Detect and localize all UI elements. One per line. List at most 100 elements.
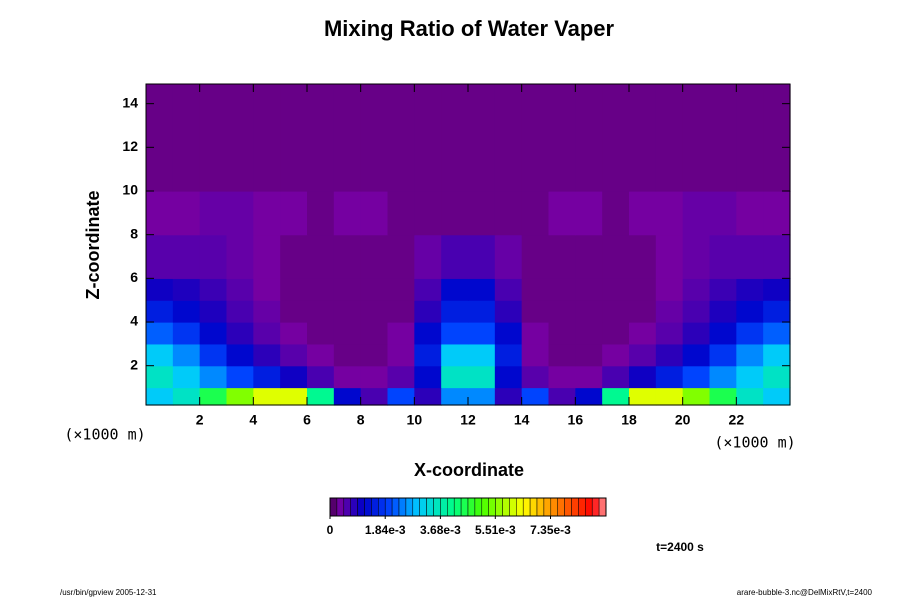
heatmap-cell bbox=[360, 234, 389, 279]
heatmap-cell bbox=[172, 84, 201, 192]
heatmap-cell bbox=[682, 234, 711, 279]
heatmap-cell bbox=[387, 84, 415, 192]
heatmap-cell bbox=[602, 365, 630, 389]
colorbar-segment bbox=[481, 497, 489, 517]
heatmap-cell bbox=[441, 343, 469, 367]
heatmap-cell bbox=[253, 191, 281, 236]
heatmap-cell bbox=[280, 365, 308, 389]
colorbar-segment bbox=[357, 497, 365, 517]
x-tick-label: 10 bbox=[407, 412, 423, 428]
colorbar-segment bbox=[578, 497, 586, 517]
heatmap-cell bbox=[280, 278, 308, 301]
heatmap-cell bbox=[441, 84, 469, 192]
heatmap-cell bbox=[360, 322, 389, 345]
heatmap-cell bbox=[655, 300, 684, 323]
y-tick-label: 2 bbox=[130, 356, 138, 372]
heatmap-cell bbox=[414, 234, 442, 279]
heatmap-cell bbox=[629, 278, 657, 301]
heatmap-cell bbox=[360, 300, 389, 323]
heatmap-cell bbox=[146, 343, 174, 367]
heatmap-cell bbox=[548, 234, 576, 279]
heatmap-cell bbox=[521, 191, 550, 236]
heatmap-cell bbox=[387, 322, 415, 345]
colorbar-segment bbox=[598, 497, 607, 517]
heatmap-cell bbox=[494, 343, 523, 367]
heatmap-cell bbox=[575, 234, 603, 279]
heatmap-cell bbox=[280, 84, 308, 192]
heatmap-cell bbox=[307, 191, 335, 236]
heatmap-cell bbox=[494, 191, 523, 236]
heatmap-cell bbox=[575, 387, 603, 406]
chart-title: Mixing Ratio of Water Vaper bbox=[324, 16, 615, 41]
heatmap-cell bbox=[333, 365, 362, 389]
heatmap-cell bbox=[575, 365, 603, 389]
heatmap-cell bbox=[280, 234, 308, 279]
heatmap-cell bbox=[146, 234, 174, 279]
colorbar-segment bbox=[502, 497, 510, 517]
heatmap-cell bbox=[736, 300, 764, 323]
heatmap-cell bbox=[655, 322, 684, 345]
heatmap-cell bbox=[521, 234, 550, 279]
colorbar-segment bbox=[591, 497, 600, 517]
colorbar-segment bbox=[329, 497, 338, 517]
heatmap-cell bbox=[387, 234, 415, 279]
heatmap-cell bbox=[387, 387, 415, 406]
heatmap-cell bbox=[253, 343, 281, 367]
heatmap-cell bbox=[709, 84, 737, 192]
y-tick-label: 4 bbox=[130, 313, 138, 329]
heatmap-cell bbox=[682, 365, 711, 389]
heatmap-cell bbox=[494, 234, 523, 279]
heatmap-cell bbox=[763, 191, 791, 236]
heatmap-cell bbox=[414, 278, 442, 301]
x-tick-label: 4 bbox=[249, 412, 257, 428]
heatmap-cell bbox=[226, 234, 254, 279]
heatmap-cell bbox=[414, 343, 442, 367]
heatmap-cell bbox=[441, 191, 469, 236]
heatmap-cell bbox=[468, 84, 496, 192]
heatmap-cell bbox=[521, 343, 550, 367]
heatmap-cell bbox=[199, 300, 228, 323]
y-tick-label: 8 bbox=[130, 225, 138, 241]
heatmap-cell bbox=[521, 387, 550, 406]
heatmap-cell bbox=[548, 322, 576, 345]
heatmap-cell bbox=[199, 343, 228, 367]
heatmap-cell bbox=[655, 84, 684, 192]
heatmap-cell bbox=[307, 300, 335, 323]
heatmap-cell bbox=[629, 300, 657, 323]
colorbar-segment bbox=[378, 497, 386, 517]
heatmap-cell bbox=[253, 300, 281, 323]
heatmap-cell bbox=[199, 365, 228, 389]
heatmap-cell bbox=[468, 365, 496, 389]
heatmap-cell bbox=[548, 365, 576, 389]
heatmap-cell bbox=[146, 84, 174, 192]
heatmap-cell bbox=[226, 343, 254, 367]
colorbar-segment bbox=[364, 497, 372, 517]
y-tick-label: 12 bbox=[122, 138, 138, 154]
heatmap-cell bbox=[414, 387, 442, 406]
heatmap-cell bbox=[602, 343, 630, 367]
heatmap-cell bbox=[548, 278, 576, 301]
heatmap-cell bbox=[172, 278, 201, 301]
colorbar-segment bbox=[391, 497, 400, 517]
heatmap-cell bbox=[441, 278, 469, 301]
heatmap-cell bbox=[548, 387, 576, 406]
heatmap-cell bbox=[575, 191, 603, 236]
colorbar-tick-label: 7.35e-3 bbox=[530, 523, 571, 537]
heatmap-cell bbox=[575, 343, 603, 367]
time-label: t=2400 s bbox=[656, 540, 704, 554]
heatmap-cell bbox=[226, 300, 254, 323]
heatmap-cell bbox=[333, 387, 362, 406]
colorbar-segment bbox=[371, 497, 379, 517]
heatmap-cell bbox=[575, 322, 603, 345]
heatmap-cell bbox=[441, 234, 469, 279]
colorbar-segment bbox=[571, 497, 579, 517]
heatmap-cell bbox=[629, 322, 657, 345]
heatmap-cell bbox=[736, 234, 764, 279]
heatmap-cell bbox=[736, 322, 764, 345]
heatmap-cell bbox=[682, 387, 711, 406]
heatmap-cell bbox=[548, 84, 576, 192]
heatmap-cell bbox=[333, 300, 362, 323]
colorbar-tick-label: 5.51e-3 bbox=[475, 523, 516, 537]
heatmap-cell bbox=[682, 300, 711, 323]
heatmap-cell bbox=[172, 387, 201, 406]
